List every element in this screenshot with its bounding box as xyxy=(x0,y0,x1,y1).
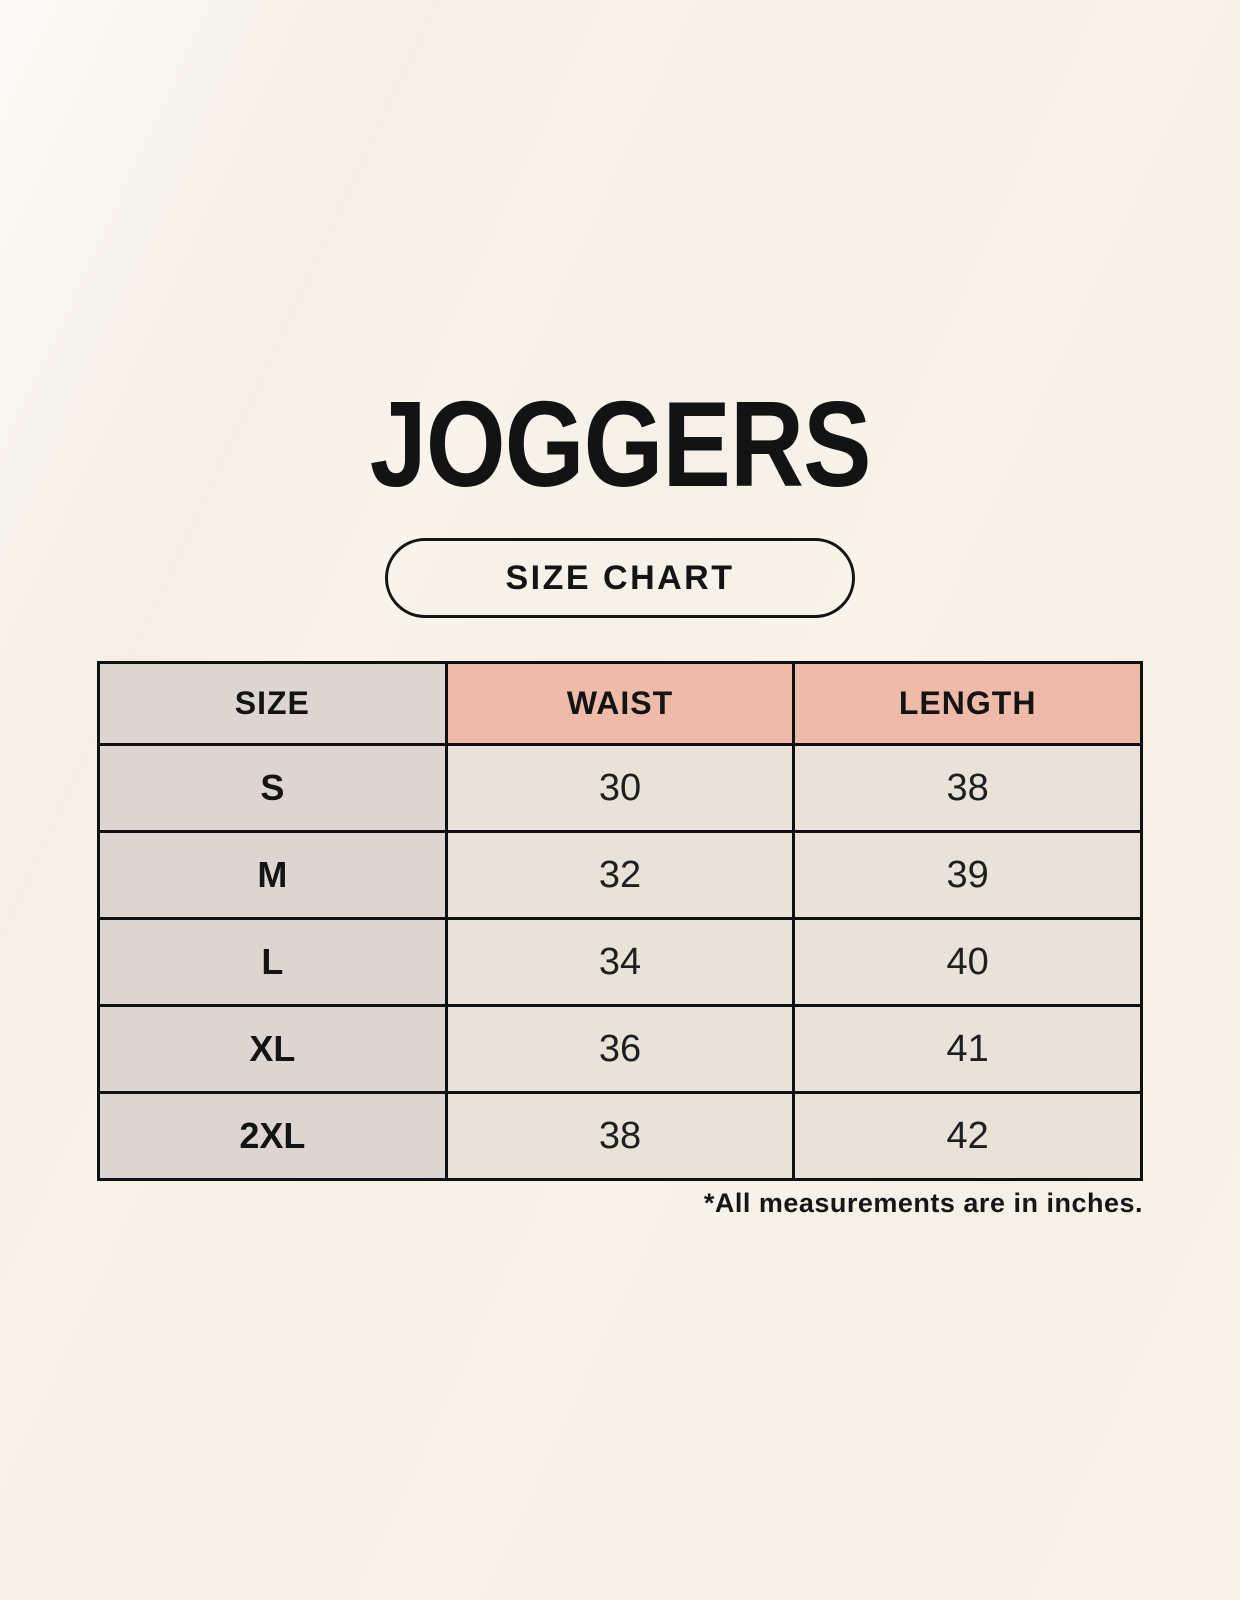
size-value: S xyxy=(260,767,285,808)
header-cell-waist: WAIST xyxy=(444,661,796,746)
cell-length: 42 xyxy=(792,1091,1143,1181)
table-row: L 34 40 xyxy=(97,917,1143,1007)
table-row: XL 36 41 xyxy=(97,1004,1143,1094)
cell-size: 2XL xyxy=(97,1091,448,1181)
header-label-waist: WAIST xyxy=(566,685,674,721)
size-value: XL xyxy=(249,1028,296,1069)
header-cell-size: SIZE xyxy=(97,661,448,746)
header-cell-length: LENGTH xyxy=(792,661,1143,746)
length-value: 41 xyxy=(946,1027,989,1070)
waist-value: 30 xyxy=(598,766,642,809)
cell-length: 38 xyxy=(792,743,1143,833)
size-value: L xyxy=(261,941,284,982)
header-label-length: LENGTH xyxy=(898,685,1037,721)
cell-size: L xyxy=(97,917,448,1007)
cell-waist: 38 xyxy=(444,1091,796,1181)
size-value: M xyxy=(257,854,288,895)
waist-value: 34 xyxy=(598,940,642,983)
cell-size: S xyxy=(97,743,448,833)
size-table: SIZE WAIST LENGTH S 30 38 xyxy=(97,661,1143,1181)
length-value: 39 xyxy=(946,853,989,896)
waist-value: 32 xyxy=(598,853,642,896)
table-row: S 30 38 xyxy=(97,743,1143,833)
header-label-size: SIZE xyxy=(234,685,310,721)
page-title: JOGGERS xyxy=(369,376,872,512)
table-row: 2XL 38 42 xyxy=(97,1091,1143,1181)
waist-value: 36 xyxy=(598,1027,642,1070)
waist-value: 38 xyxy=(598,1114,642,1157)
table-header-row: SIZE WAIST LENGTH xyxy=(97,661,1143,746)
cell-size: M xyxy=(97,830,448,920)
cell-waist: 36 xyxy=(444,1004,796,1094)
cell-size: XL xyxy=(97,1004,448,1094)
measurements-footnote: *All measurements are in inches. xyxy=(703,1188,1143,1218)
cell-length: 41 xyxy=(792,1004,1143,1094)
cell-length: 39 xyxy=(792,830,1143,920)
cell-length: 40 xyxy=(792,917,1143,1007)
page-title-wrap: JOGGERS xyxy=(0,383,1240,505)
length-value: 42 xyxy=(946,1114,989,1157)
cell-waist: 30 xyxy=(444,743,796,833)
length-value: 38 xyxy=(946,766,989,809)
length-value: 40 xyxy=(946,940,989,983)
table-row: M 32 39 xyxy=(97,830,1143,920)
cell-waist: 32 xyxy=(444,830,796,920)
cell-waist: 34 xyxy=(444,917,796,1007)
size-value: 2XL xyxy=(239,1115,306,1156)
size-chart-badge-label: SIZE CHART xyxy=(505,558,735,597)
size-chart-badge: SIZE CHART xyxy=(385,538,855,618)
